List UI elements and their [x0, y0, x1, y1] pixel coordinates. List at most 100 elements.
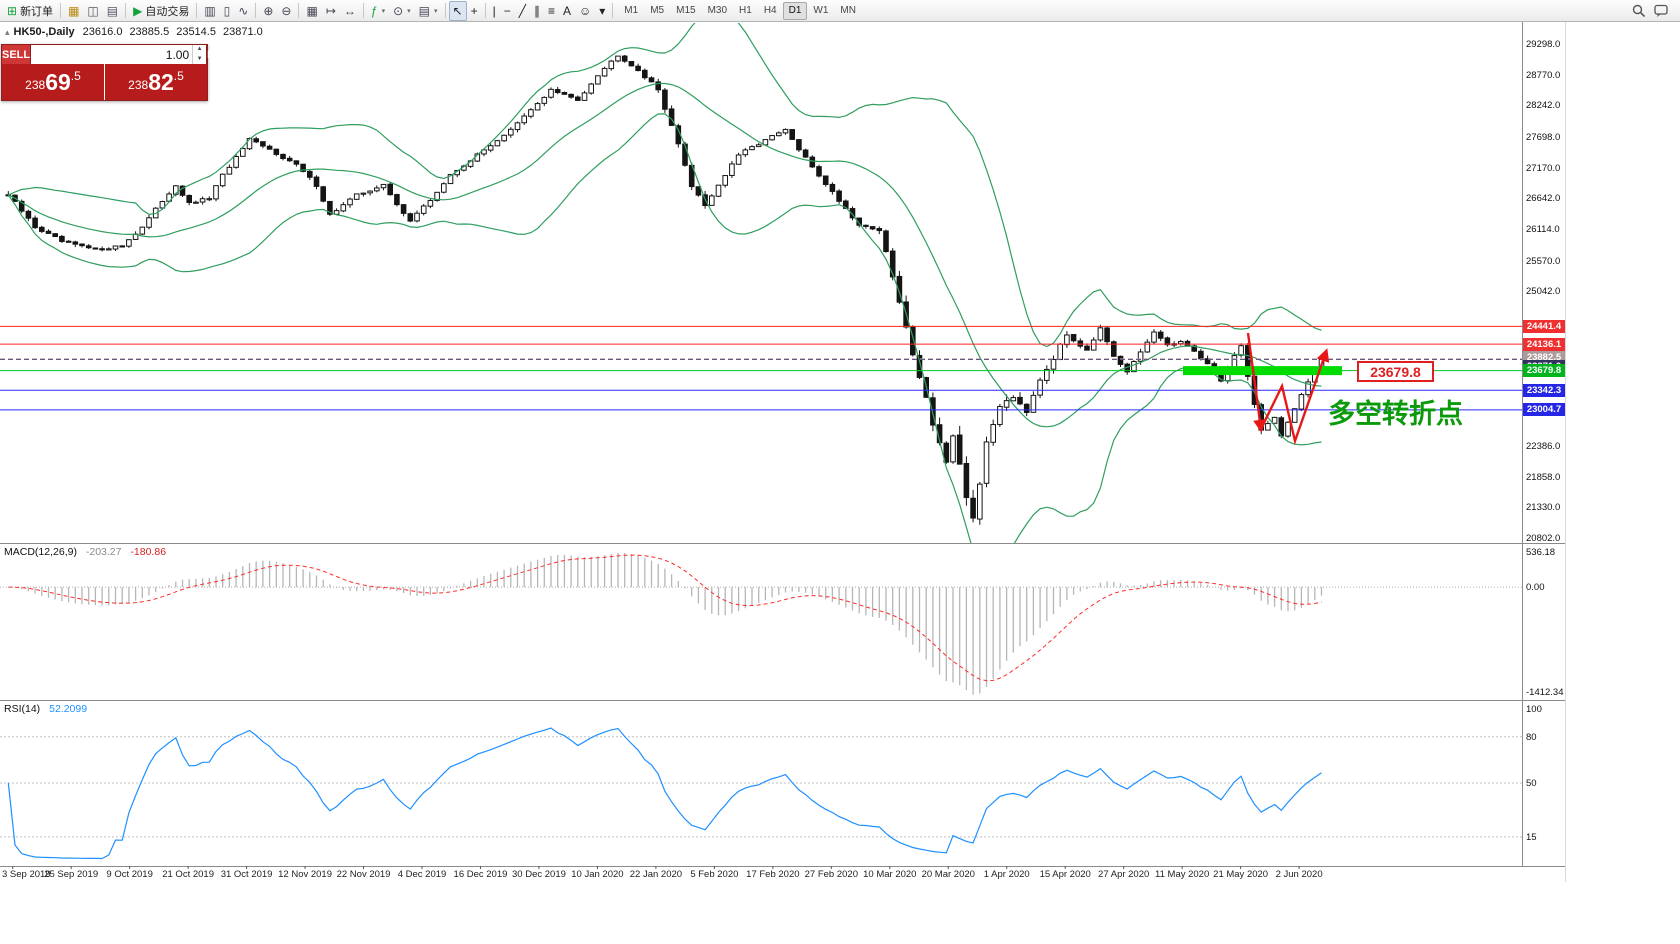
buy-price-big: 82 — [148, 69, 174, 95]
autotrading-button[interactable]: ▶ 自动交易 — [129, 1, 193, 21]
text-icon: A — [562, 3, 571, 18]
price-flag[interactable]: 23679.8 — [1357, 361, 1434, 382]
price-line-label[interactable]: 24136.1 — [1523, 337, 1565, 351]
buy-price-dec: .5 — [173, 69, 184, 83]
zoom-out-icon: ⊖ — [281, 3, 292, 18]
toolbar-separator — [362, 3, 364, 18]
macd-header: MACD(12,26,9) -203.27 -180.86 — [4, 546, 172, 558]
sell-price-prefix: 238 — [25, 78, 46, 92]
new-chart-button[interactable]: ▦ — [64, 1, 83, 21]
timeframe-m15-button[interactable]: M15 — [676, 4, 696, 16]
dropdown-arrow-icon[interactable]: ▾ — [381, 7, 386, 15]
timeframe-m1-button[interactable]: M1 — [624, 4, 639, 16]
auto-scroll-button[interactable]: ↦ — [322, 1, 340, 21]
trendline-button[interactable]: ╱ — [515, 1, 530, 21]
rsi-layer — [0, 727, 1522, 860]
timeframe-h1-button[interactable]: H1 — [739, 4, 752, 16]
zoom-out-button[interactable]: ⊖ — [277, 1, 295, 21]
toolbar-separator — [484, 3, 486, 18]
price-line-label[interactable]: 23679.8 — [1523, 364, 1565, 378]
chart-shift-button[interactable]: ↔ — [340, 1, 360, 21]
indicators-button[interactable]: ƒ ▾ — [367, 1, 389, 21]
price-line-label[interactable]: 23004.7 — [1523, 403, 1565, 417]
volume-input[interactable] — [31, 45, 193, 64]
data-window-button[interactable]: ▤ — [103, 1, 122, 21]
new-chart-icon: ▦ — [68, 3, 80, 18]
trade-panel-top-row: SELL ▲ ▼ BUY — [2, 45, 230, 64]
rsi-name-label: RSI(14) — [4, 703, 41, 715]
toolbar-separator — [612, 3, 614, 18]
low-value: 23514.5 — [176, 26, 216, 38]
macd-main-value: -203.27 — [85, 546, 122, 558]
trendline-icon: ╱ — [518, 3, 526, 18]
timeframe-mn-button[interactable]: MN — [840, 4, 856, 16]
candlestick-chart-icon: ▯ — [223, 3, 231, 18]
price-line-label[interactable]: 23342.3 — [1523, 383, 1565, 397]
one-click-trading-panel: SELL ▲ ▼ BUY 238 69 .5 238 82 .5 — [1, 44, 230, 101]
one-click-toggle-icon[interactable]: ▴ — [5, 26, 10, 37]
buy-button[interactable]: BUY — [207, 48, 231, 61]
volume-stepper[interactable]: ▲ ▼ — [192, 45, 206, 64]
line-chart-button[interactable]: ∿ — [234, 1, 252, 21]
candles-layer — [5, 54, 1325, 525]
volume-box: ▲ ▼ — [30, 45, 208, 64]
sell-button[interactable]: SELL — [2, 48, 31, 61]
toolbar-right — [1632, 4, 1677, 18]
bar-chart-button[interactable]: ▥ — [200, 1, 219, 21]
tile-windows-button[interactable]: ▦ — [302, 1, 321, 21]
trade-panel-prices: 238 69 .5 238 82 .5 — [2, 64, 207, 100]
price-line-label[interactable]: 24441.4 — [1523, 319, 1565, 333]
timeframe-h4-button[interactable]: H4 — [763, 4, 777, 16]
volume-up-icon[interactable]: ▲ — [196, 46, 203, 52]
toolbar-buttons: ⊞ 新订单 ▦ ◫ ▤ ▶ 自动交易 ▥ ▯ ∿ ⊕ ⊖ ▦ ↦ ↔ ƒ ▾ ⊙ ▾ ▤ ▾ ↖ + | − ╱ ∥ ≡ A ☺ ▾ — [3, 0, 616, 21]
bollinger-band-line — [8, 23, 1322, 348]
shapes-button[interactable]: ▾ — [595, 1, 609, 21]
timeframe-toolbar: M1 M5 M15 M30 H1 H4 D1 W1 MN — [618, 1, 862, 20]
vertical-line-button[interactable]: | — [489, 1, 500, 21]
new-order-button-label: 新订单 — [20, 5, 54, 18]
chat-icon[interactable] — [1654, 4, 1669, 18]
search-icon[interactable] — [1632, 4, 1646, 18]
volume-down-icon[interactable]: ▼ — [196, 55, 203, 62]
candlestick-chart-button[interactable]: ▯ — [220, 1, 235, 21]
horizontal-line-button[interactable]: − — [500, 1, 515, 21]
macd-signal-value: -180.86 — [130, 546, 167, 558]
timeframe-d1-button[interactable]: D1 — [782, 1, 808, 20]
fibonacci-icon: ≡ — [547, 3, 555, 18]
cursor-button[interactable]: ↖ — [448, 0, 467, 21]
trend-arrow[interactable] — [1246, 332, 1267, 433]
arrows-icon: ☺ — [579, 3, 592, 18]
zoom-in-icon: ⊕ — [263, 3, 274, 18]
timeframe-m30-button[interactable]: M30 — [707, 4, 728, 16]
text-button[interactable]: A — [559, 1, 575, 21]
buy-price-button[interactable]: 238 82 .5 — [105, 64, 207, 100]
rsi-header: RSI(14) 52.2099 — [4, 703, 93, 715]
sell-price-button[interactable]: 238 69 .5 — [2, 64, 104, 100]
shapes-icon: ▾ — [599, 3, 606, 18]
fibonacci-button[interactable]: ≡ — [544, 1, 559, 21]
arrows-button[interactable]: ☺ — [575, 1, 595, 21]
symbol-period-label: HK50-,Daily — [13, 26, 75, 38]
autotrading-icon: ▶ — [133, 3, 143, 18]
zoom-in-button[interactable]: ⊕ — [259, 1, 277, 21]
templates-icon: ▤ — [418, 3, 430, 18]
channel-button[interactable]: ∥ — [530, 1, 544, 21]
crosshair-icon: + — [470, 3, 478, 18]
timeframe-m5-button[interactable]: M5 — [650, 4, 665, 16]
dropdown-arrow-icon[interactable]: ▾ — [434, 7, 438, 15]
trend-arrow[interactable] — [1259, 348, 1330, 446]
timeframe-w1-button[interactable]: W1 — [813, 4, 829, 16]
line-chart-icon: ∿ — [238, 3, 249, 18]
toolbar-separator — [298, 3, 300, 18]
dropdown-arrow-icon[interactable]: ▾ — [407, 7, 411, 15]
periods-button[interactable]: ⊙ ▾ — [389, 1, 415, 21]
high-value: 23885.5 — [129, 26, 170, 38]
templates-button[interactable]: ▤ ▾ — [415, 1, 442, 21]
new-order-button[interactable]: ⊞ 新订单 — [3, 1, 57, 21]
bollinger-band-line — [7, 113, 1322, 543]
sell-price-dec: .5 — [70, 69, 81, 83]
cursor-icon: ↖ — [452, 3, 463, 18]
profiles-button[interactable]: ◫ — [83, 1, 102, 21]
crosshair-button[interactable]: + — [467, 1, 482, 21]
